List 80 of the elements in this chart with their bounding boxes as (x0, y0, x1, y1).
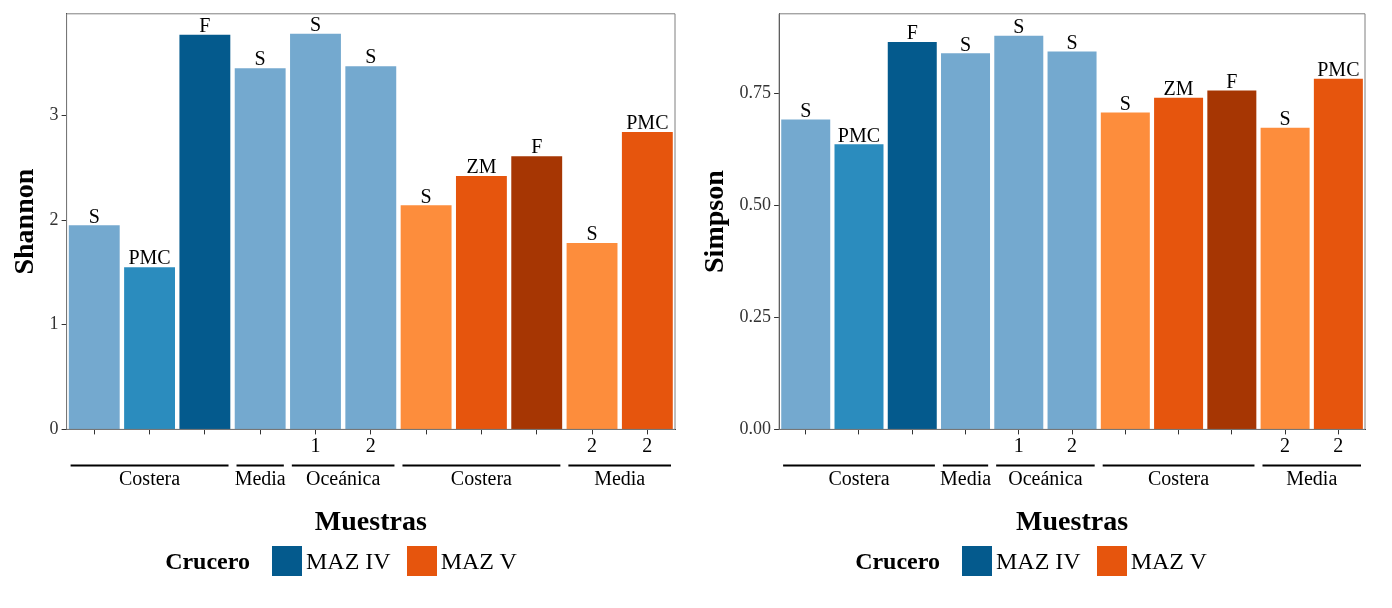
data-label: ZM (1163, 76, 1194, 99)
y-tick-label: 2 (49, 208, 59, 229)
bar (781, 119, 831, 429)
text: Costera (119, 466, 181, 489)
legend-title: Crucero (855, 547, 940, 575)
y-tick-label: 0.00 (739, 418, 772, 439)
data-label: S (586, 222, 598, 245)
data-label: S (959, 32, 972, 55)
bar (455, 176, 507, 429)
legend-label: MAZ IV (995, 547, 1081, 575)
data-label: S (1013, 15, 1025, 38)
bar (1047, 51, 1097, 429)
data-label: S (1066, 30, 1078, 53)
bar (566, 243, 618, 429)
data-label: PMC (626, 111, 669, 134)
text: Oceánica (1008, 466, 1083, 489)
data-label: PMC (837, 123, 881, 146)
y-tick-label: 1 (49, 313, 59, 334)
legend-label: MAZ V (440, 547, 517, 575)
legend-label: MAZ V (1130, 547, 1207, 575)
bar (887, 42, 937, 429)
data-label: F (1226, 69, 1238, 92)
y-tick-label: 0.75 (739, 81, 772, 102)
text: Media (234, 466, 286, 489)
bar (1100, 112, 1150, 429)
text: Costera (1148, 466, 1210, 489)
data-label: S (1279, 106, 1291, 129)
bar (834, 144, 884, 429)
data-label: S (1119, 91, 1131, 114)
x-tick-label: 2 (587, 433, 598, 456)
legend-title: Crucero (165, 547, 250, 575)
x-tick-label: 2 (642, 433, 653, 456)
x-axis-title: Muestras (314, 505, 427, 537)
y-tick-label: 3 (49, 104, 59, 125)
data-label: S (88, 204, 100, 227)
bar (124, 267, 176, 429)
bar (994, 35, 1044, 429)
data-label: S (309, 12, 322, 35)
data-label: S (420, 184, 432, 207)
y-axis-title: Shannon (8, 168, 40, 275)
y-tick-label: 0.50 (739, 193, 772, 214)
x-tick-label: 2 (1067, 433, 1078, 456)
y-tick-label: 0.25 (739, 306, 772, 327)
y-tick-label: 0 (49, 418, 59, 439)
bar (511, 156, 563, 429)
text: Costera (450, 466, 513, 489)
data-label: PMC (1317, 58, 1360, 81)
bar (1154, 97, 1204, 429)
bar (400, 205, 452, 429)
bar (290, 33, 341, 429)
x-tick-label: 1 (1013, 433, 1024, 456)
bar (621, 132, 673, 429)
bar (1313, 78, 1363, 429)
text: Costera (828, 466, 890, 489)
x-axis-title: Muestras (1016, 505, 1129, 537)
bar (1260, 127, 1310, 429)
bar (941, 53, 991, 429)
data-label: F (531, 135, 543, 158)
x-tick-label: 2 (1333, 433, 1344, 456)
text: Media (939, 466, 992, 489)
text: Media (1286, 466, 1338, 489)
text: Media (594, 466, 646, 489)
y-axis-title: Simpson (698, 169, 730, 273)
data-label: ZM (466, 155, 497, 178)
x-tick-label: 1 (310, 433, 321, 456)
data-label: S (800, 98, 812, 121)
data-label: S (365, 45, 377, 68)
data-label: PMC (128, 246, 171, 269)
legend-label: MAZ IV (305, 547, 391, 575)
bar (345, 66, 397, 429)
data-label: S (254, 47, 266, 70)
data-label: F (906, 21, 918, 44)
x-tick-label: 2 (1280, 433, 1291, 456)
data-label: F (199, 13, 211, 36)
bar (179, 34, 231, 429)
bar (234, 68, 286, 429)
x-tick-label: 2 (365, 433, 376, 456)
bar (1207, 90, 1257, 429)
bar (68, 225, 120, 429)
text: Oceánica (305, 466, 381, 489)
